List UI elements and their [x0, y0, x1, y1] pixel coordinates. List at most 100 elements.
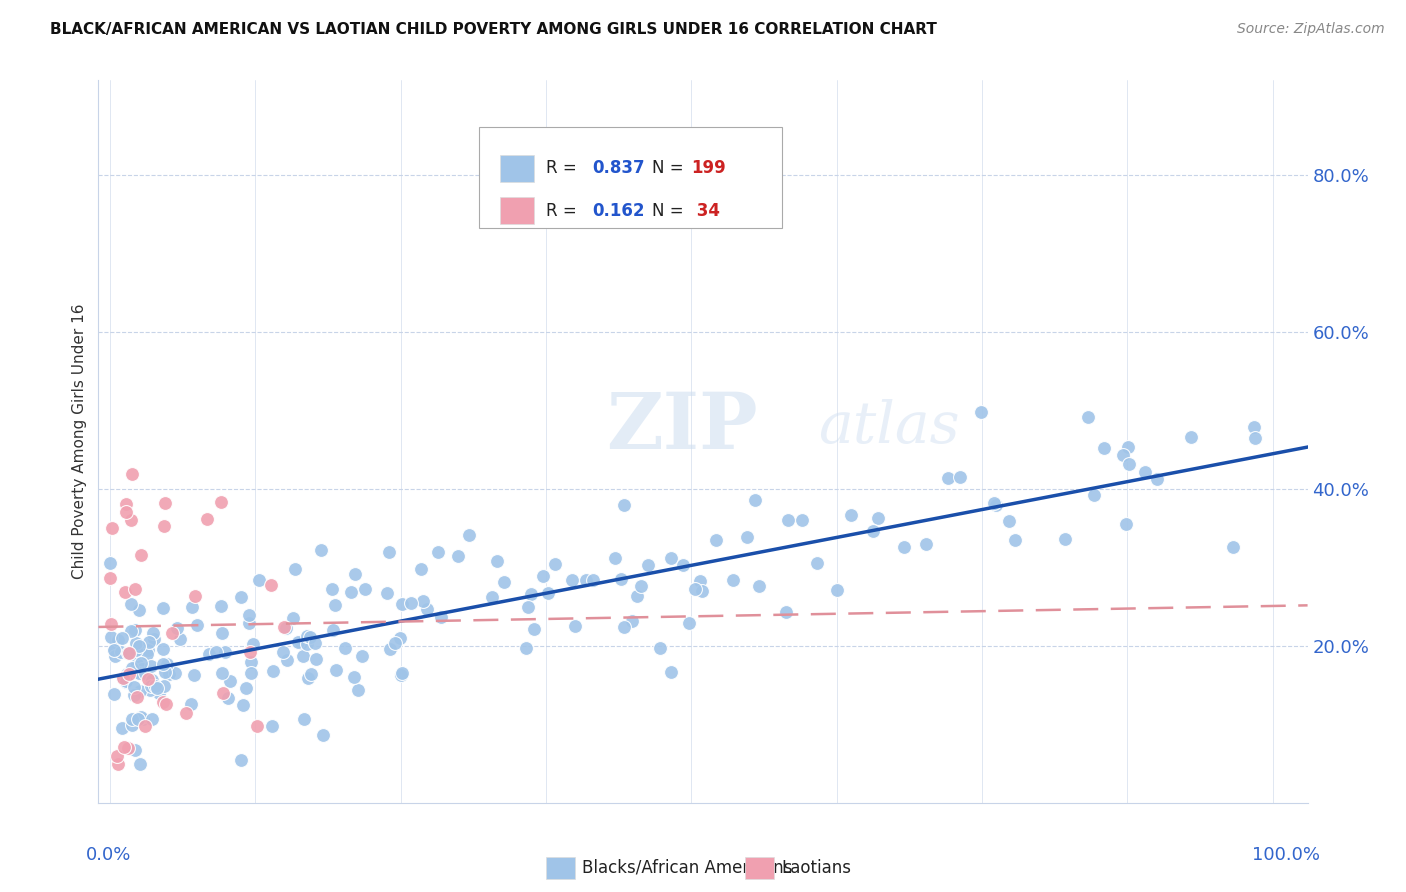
Point [689, 574, 711, 588]
Point [181, 599, 204, 614]
Point [186, 617, 208, 632]
Point [129, 684, 152, 698]
Point [1133, 465, 1156, 479]
Point [111, 721, 134, 735]
Point [131, 657, 153, 671]
FancyBboxPatch shape [546, 857, 575, 879]
Point [127, 657, 149, 671]
Point [212, 685, 235, 699]
Point [735, 530, 758, 544]
Point [115, 674, 138, 689]
Point [1116, 441, 1139, 455]
Point [775, 605, 797, 619]
Point [114, 675, 136, 690]
Point [127, 712, 149, 726]
Y-axis label: Child Poverty Among Girls Under 16: Child Poverty Among Girls Under 16 [72, 304, 87, 579]
FancyBboxPatch shape [745, 857, 775, 879]
Point [343, 670, 366, 684]
Point [350, 649, 373, 664]
Text: Blacks/African Americans: Blacks/African Americans [582, 859, 793, 877]
Point [391, 598, 413, 612]
Point [659, 665, 682, 680]
Point [103, 687, 125, 701]
Point [325, 663, 347, 677]
Point [276, 653, 298, 667]
Point [134, 665, 156, 680]
Point [103, 643, 125, 657]
Point [375, 586, 398, 600]
Point [143, 679, 166, 693]
Point [683, 582, 706, 597]
Point [825, 583, 848, 598]
Text: N =: N = [652, 202, 689, 219]
Point [159, 667, 181, 681]
Point [938, 471, 960, 485]
Point [678, 616, 700, 631]
Point [152, 600, 174, 615]
Point [209, 495, 232, 509]
Point [180, 698, 202, 712]
Point [1118, 457, 1140, 471]
Point [240, 655, 263, 669]
Point [134, 719, 156, 733]
Text: ZIP: ZIP [606, 389, 758, 465]
Point [153, 496, 176, 510]
Point [620, 614, 643, 628]
Point [416, 602, 439, 616]
Point [806, 556, 828, 570]
Point [125, 646, 148, 660]
Point [690, 583, 713, 598]
Point [494, 574, 516, 589]
Point [121, 467, 143, 482]
Point [211, 665, 233, 680]
Point [389, 631, 412, 645]
Point [299, 667, 322, 681]
Point [128, 639, 150, 653]
Point [111, 631, 134, 645]
Point [174, 706, 197, 721]
Point [142, 625, 165, 640]
Point [262, 664, 284, 678]
Point [292, 712, 315, 726]
Point [118, 667, 141, 681]
Point [121, 718, 143, 732]
Point [120, 513, 142, 527]
Point [114, 584, 136, 599]
Point [1094, 441, 1116, 455]
Point [271, 645, 294, 659]
Text: 0.837: 0.837 [592, 160, 644, 178]
Text: 0.162: 0.162 [592, 202, 644, 219]
Point [659, 551, 682, 566]
Point [984, 498, 1007, 512]
Text: N =: N = [652, 160, 689, 178]
Point [427, 545, 450, 559]
Point [165, 666, 187, 681]
Point [131, 662, 153, 676]
Point [384, 636, 406, 650]
Point [103, 643, 125, 657]
Point [295, 637, 318, 651]
Point [129, 548, 152, 562]
Point [609, 572, 631, 586]
Point [520, 586, 543, 600]
Point [124, 643, 146, 657]
Point [1243, 420, 1265, 434]
Point [100, 631, 122, 645]
Point [115, 505, 138, 519]
Point [582, 573, 605, 587]
Point [141, 659, 163, 673]
Point [211, 625, 233, 640]
Point [217, 690, 239, 705]
Point [309, 542, 332, 557]
Point [260, 578, 283, 592]
Point [295, 629, 318, 643]
Point [239, 645, 262, 659]
Point [152, 657, 174, 671]
Point [298, 630, 321, 644]
Text: 34: 34 [690, 202, 720, 219]
Point [115, 666, 138, 681]
Point [485, 554, 508, 568]
Point [132, 712, 155, 726]
Point [723, 573, 745, 587]
Point [139, 679, 162, 693]
